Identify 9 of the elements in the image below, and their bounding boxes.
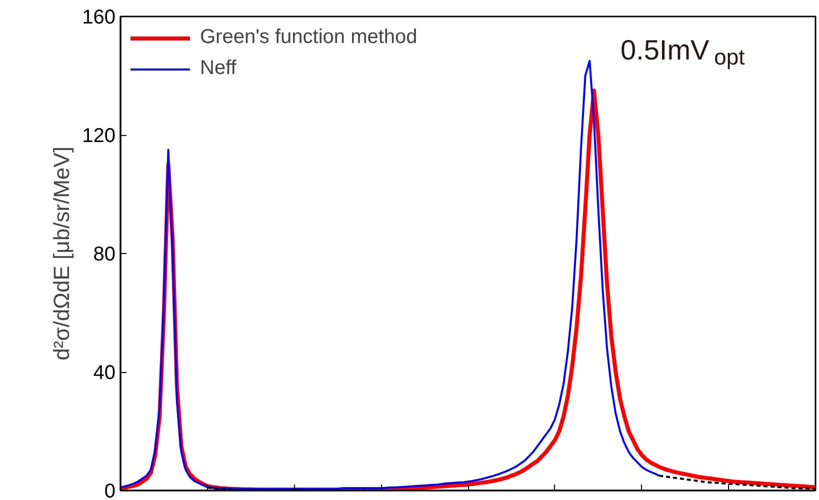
y-tick-label: 80 (93, 244, 116, 266)
y-axis-title: d²σ/dΩdE [μb/sr/MeV] (49, 146, 74, 360)
legend-label: Neff (200, 57, 236, 80)
y-tick-label: 0 (104, 480, 116, 500)
y-tick-label: 40 (93, 362, 116, 384)
y-tick-label: 120 (82, 125, 116, 147)
legend-label: Green's function method (200, 26, 418, 49)
y-tick-label: 160 (82, 6, 116, 28)
line-series (120, 60, 660, 490)
